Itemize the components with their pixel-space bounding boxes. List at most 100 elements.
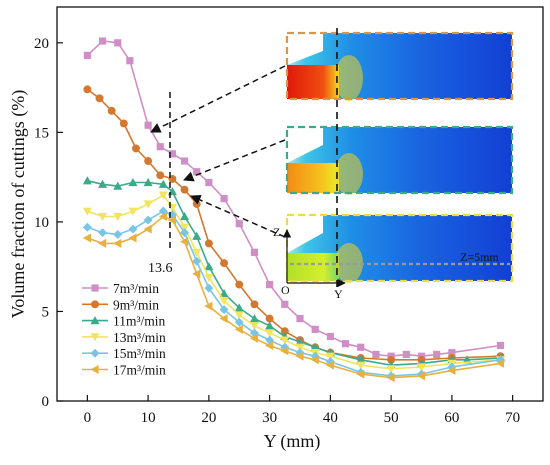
data-point (295, 343, 305, 352)
data-point (205, 178, 213, 187)
x-tick-label: 30 (262, 410, 277, 426)
flow-field-insets: Z=5mm Z Y O (273, 28, 514, 301)
data-point (83, 51, 91, 59)
data-point (433, 350, 441, 359)
data-point (265, 321, 275, 330)
data-point (143, 178, 153, 187)
data-point (204, 273, 214, 282)
section-z-label: Z=5mm (460, 250, 499, 264)
series-line (87, 179, 501, 367)
data-point (341, 340, 350, 348)
data-point (128, 207, 138, 216)
x-marker-label: 13.6 (148, 261, 173, 276)
data-point (192, 200, 201, 208)
legend-entry: 11m³/min (82, 314, 166, 329)
x-tick-label: 40 (323, 410, 338, 426)
data-point (143, 224, 152, 234)
y-tick-label: 10 (34, 215, 49, 231)
data-point (280, 327, 289, 336)
data-point (132, 144, 140, 153)
flow-plume (335, 55, 363, 101)
data-point (180, 228, 190, 238)
y-tick-label: 0 (42, 394, 50, 410)
legend-label: 13m³/min (113, 330, 166, 345)
data-point (235, 280, 244, 289)
data-point (356, 355, 366, 364)
plot-border (56, 6, 544, 402)
data-point (204, 262, 214, 271)
pointer-arrow (190, 194, 286, 238)
data-point (82, 207, 92, 216)
data-point (156, 171, 165, 180)
legend-marker (90, 316, 100, 325)
data-point (204, 301, 213, 311)
series-5 (82, 212, 505, 383)
data-point (82, 176, 92, 185)
legend-marker (90, 348, 100, 358)
flow-inset (285, 125, 514, 195)
flow-wall (287, 127, 323, 163)
inset-border (285, 31, 514, 101)
data-point (249, 333, 259, 343)
data-point (234, 324, 243, 334)
data-point (192, 256, 202, 266)
data-point (143, 215, 153, 225)
data-point (128, 224, 138, 234)
data-point (180, 237, 189, 247)
legend-marker (91, 284, 99, 292)
plot-frame (56, 6, 544, 402)
data-point (113, 212, 123, 222)
flow-jet (287, 65, 339, 99)
data-point (193, 168, 201, 176)
legend-label: 17m³/min (113, 363, 166, 378)
data-point (447, 366, 456, 376)
data-point (119, 119, 128, 128)
data-point (310, 355, 319, 365)
data-point (114, 39, 122, 47)
data-point (220, 195, 228, 203)
data-point (295, 351, 304, 361)
axis-labels: 0 10 20 30 40 50 60 70 0 5 10 15 20 Y (mm) Volume frac… (8, 36, 520, 452)
data-point (386, 365, 396, 374)
data-point (250, 300, 259, 309)
data-point (234, 317, 244, 327)
data-point (204, 239, 213, 248)
data-point (220, 259, 229, 268)
data-point (219, 314, 228, 324)
data-point (107, 106, 116, 115)
data-point (158, 191, 168, 200)
data-point (495, 358, 505, 368)
flow-inset (285, 31, 514, 101)
data-point (128, 178, 138, 187)
x-axis-title: Y (mm) (264, 431, 321, 452)
flow-inset (285, 213, 514, 283)
data-point (158, 212, 167, 222)
data-point (234, 303, 244, 312)
flow-wall (287, 33, 323, 65)
y-tick-label: 20 (34, 36, 49, 52)
data-point (219, 297, 229, 306)
data-point (249, 314, 259, 323)
data-point (280, 336, 290, 345)
data-point (113, 181, 123, 190)
x-tick-label: 50 (384, 410, 399, 426)
x-tick-label: 20 (201, 410, 216, 426)
data-point (249, 322, 259, 331)
tick-marks (57, 42, 514, 402)
data-point (266, 280, 274, 289)
data-point (144, 157, 153, 165)
inset-origin-label: O (281, 283, 290, 297)
data-point (156, 143, 164, 151)
data-point (417, 371, 426, 381)
data-point (387, 355, 396, 364)
data-point (496, 341, 505, 350)
legend-label: 11m³/min (113, 314, 166, 329)
data-point (192, 269, 201, 279)
data-point (192, 248, 202, 257)
data-point (83, 85, 92, 94)
legend-label: 15m³/min (113, 346, 166, 361)
data-point (311, 325, 319, 333)
data-point (356, 361, 366, 370)
data-point (98, 37, 107, 45)
